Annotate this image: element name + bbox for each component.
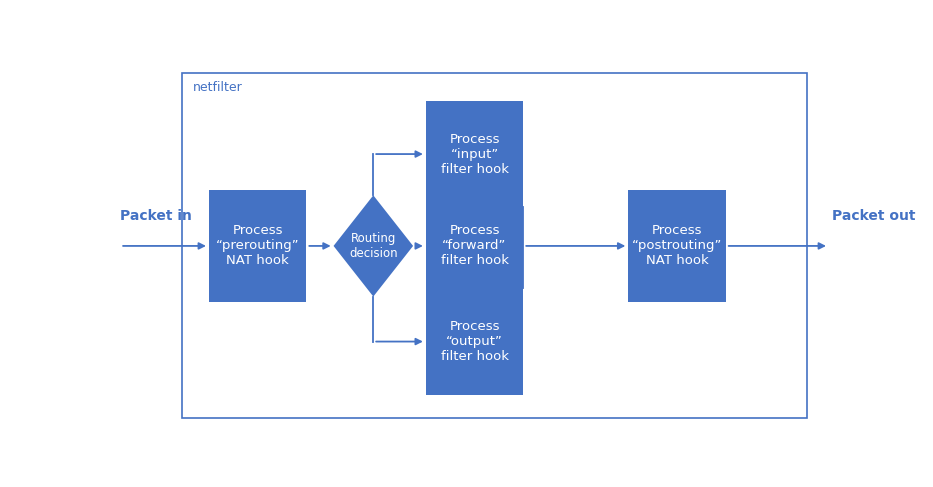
Bar: [425, 288, 523, 395]
Bar: [209, 190, 306, 302]
Polygon shape: [334, 195, 413, 297]
Text: Process
“output”
filter hook: Process “output” filter hook: [440, 320, 508, 363]
Text: Packet in: Packet in: [120, 209, 192, 224]
Text: Packet out: Packet out: [832, 209, 916, 224]
Bar: [425, 101, 523, 207]
Bar: [425, 192, 523, 300]
Text: Process
“postrouting”
NAT hook: Process “postrouting” NAT hook: [632, 225, 722, 267]
Bar: [182, 74, 807, 418]
Text: Process
“input”
filter hook: Process “input” filter hook: [440, 132, 508, 175]
Text: Process
“prerouting”
NAT hook: Process “prerouting” NAT hook: [216, 225, 299, 267]
Bar: [628, 190, 726, 302]
Text: Process
“forward”
filter hook: Process “forward” filter hook: [440, 225, 508, 267]
Text: Routing
decision: Routing decision: [349, 232, 397, 260]
Text: netfilter: netfilter: [192, 81, 243, 94]
